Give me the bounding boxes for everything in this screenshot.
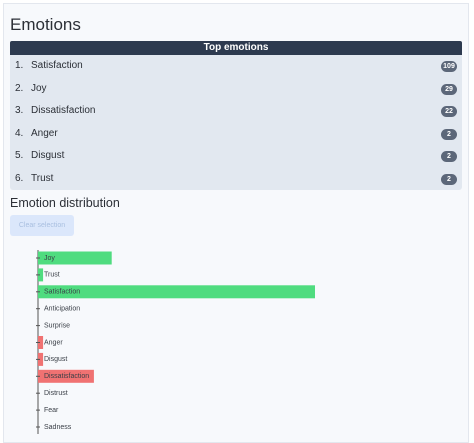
count-badge: 22 xyxy=(441,106,457,117)
count-badge: 29 xyxy=(441,83,457,95)
category-label: Anticipation xyxy=(44,306,80,313)
table-header: Top emotions xyxy=(10,41,462,55)
count-badge: 109 xyxy=(441,61,457,72)
table-body: 1. Satisfaction 109 2. Joy 29 3. Dissatisfactio… xyxy=(10,55,462,190)
category-label: Dissatisfaction xyxy=(44,373,89,380)
category-label: Anger xyxy=(44,339,63,346)
section-title: Emotion distribution xyxy=(10,196,120,210)
count-badge: 2 xyxy=(441,173,457,185)
page: {"header": {"title": "Emotions"}, "table… xyxy=(3,3,469,443)
bar[interactable] xyxy=(38,251,112,265)
category-label: Trust xyxy=(44,272,60,279)
table-row: 4. Anger 2 xyxy=(10,123,462,146)
category-label: Distrust xyxy=(44,390,68,397)
clear-button[interactable]: Clear selection xyxy=(10,215,74,236)
category-label: Satisfaction xyxy=(44,289,80,296)
count-badge: 2 xyxy=(441,128,457,140)
category-label: Sadness xyxy=(44,424,72,431)
rank: 4. xyxy=(15,127,24,139)
table-row: 5. Disgust 2 xyxy=(10,145,462,168)
rank: 2. xyxy=(15,82,24,94)
page-title: Emotions xyxy=(10,15,81,34)
chart: Joy Trust Satisfaction Anticipation Surprise… xyxy=(36,250,315,434)
table-row: 6. Trust 2 xyxy=(10,168,462,191)
emotion-name: Disgust xyxy=(31,150,65,161)
category-label: Surprise xyxy=(44,322,70,329)
emotion-name: Anger xyxy=(31,127,58,139)
table-row: 2. Joy 29 xyxy=(10,78,462,101)
bar[interactable] xyxy=(38,268,44,282)
emotion-name: Dissatisfaction xyxy=(31,105,96,116)
rank: 3. xyxy=(15,105,24,116)
rank: 5. xyxy=(15,150,24,161)
category-label: Disgust xyxy=(44,356,67,363)
emotion-name: Trust xyxy=(31,172,54,184)
emotion-name: Joy xyxy=(31,82,47,94)
bar[interactable] xyxy=(38,352,44,366)
bar[interactable] xyxy=(38,369,94,383)
rank: 6. xyxy=(15,172,24,184)
bar[interactable] xyxy=(38,285,315,299)
bar[interactable] xyxy=(38,336,44,349)
count-badge: 2 xyxy=(441,151,457,162)
emotion-name: Satisfaction xyxy=(31,60,83,71)
category-label: Fear xyxy=(44,407,59,414)
category-label: Joy xyxy=(44,255,55,262)
table-row: 3. Dissatisfaction 22 xyxy=(10,100,462,123)
rank: 1. xyxy=(15,60,24,71)
table-row: 1. Satisfaction 109 xyxy=(10,55,462,78)
